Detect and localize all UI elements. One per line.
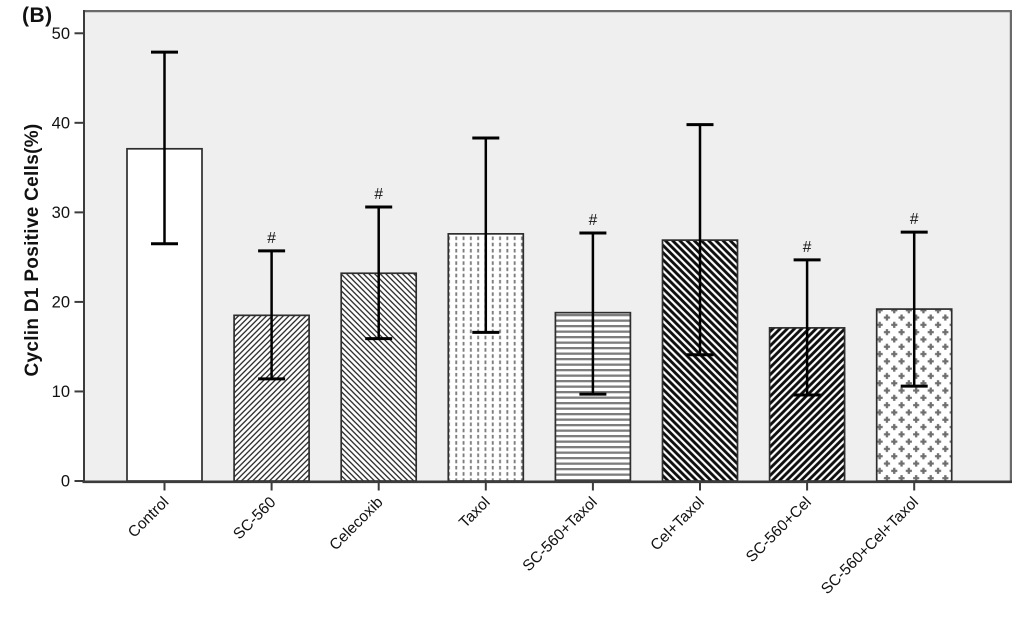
significance-label: # [910,211,919,228]
x-tick-label: Cel+Taxol [647,494,707,554]
bar-SC-560+Taxol [554,311,632,482]
plot-background [83,10,1012,481]
x-tick-label: SC-560+Cel [743,494,815,566]
significance-label: # [374,186,383,203]
error-bars-group [151,50,928,397]
x-tick-label: SC-560+Cel+Taxol [818,494,922,598]
y-tick-label: 20 [52,293,70,311]
y-tick-label: 0 [61,473,70,491]
x-tick-label: SC-560+Taxol [520,494,601,575]
x-tick-label: Celecoxib [326,494,386,554]
panel-label: (B) [22,4,53,27]
significance-label: # [803,239,812,256]
y-tick-label: 10 [52,383,70,401]
y-tick-label: 30 [52,204,70,222]
y-tick-label: 50 [52,25,70,43]
x-tick-label: Control [125,494,172,541]
significance-label: # [267,230,276,247]
plot-area [83,10,1013,481]
axes-group [74,10,1012,491]
y-tick-label: 40 [52,114,70,132]
x-tick-label: Taxol [456,494,494,532]
x-tick-label: SC-560 [230,494,279,543]
significance-label: # [589,212,598,229]
